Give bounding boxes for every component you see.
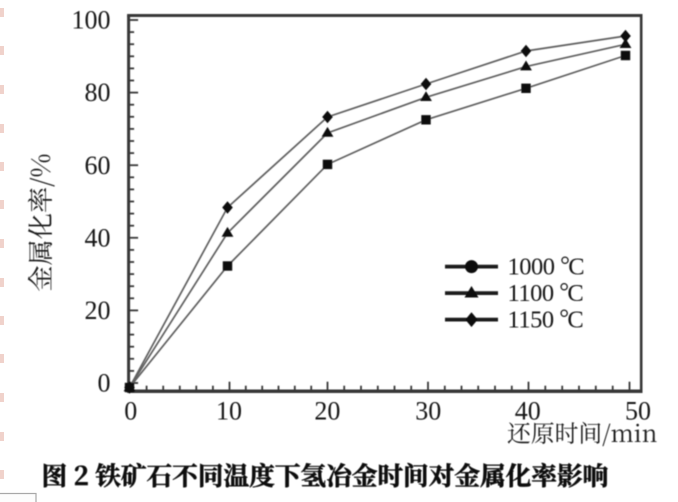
svg-text:50: 50 (625, 397, 651, 426)
svg-text:1150 °C: 1150 °C (508, 305, 584, 334)
svg-text:0: 0 (124, 397, 137, 426)
svg-text:0: 0 (98, 369, 111, 398)
svg-text:20: 20 (314, 397, 340, 426)
svg-text:10: 10 (216, 397, 242, 426)
svg-text:80: 80 (85, 78, 111, 107)
svg-text:40: 40 (515, 397, 541, 426)
svg-text:20: 20 (85, 296, 111, 325)
svg-text:30: 30 (415, 397, 441, 426)
svg-text:1100 °C: 1100 °C (508, 279, 584, 308)
svg-text:1000 °C: 1000 °C (508, 252, 585, 281)
svg-text:100: 100 (72, 6, 111, 35)
svg-text:40: 40 (85, 223, 111, 252)
svg-text:60: 60 (85, 151, 111, 180)
